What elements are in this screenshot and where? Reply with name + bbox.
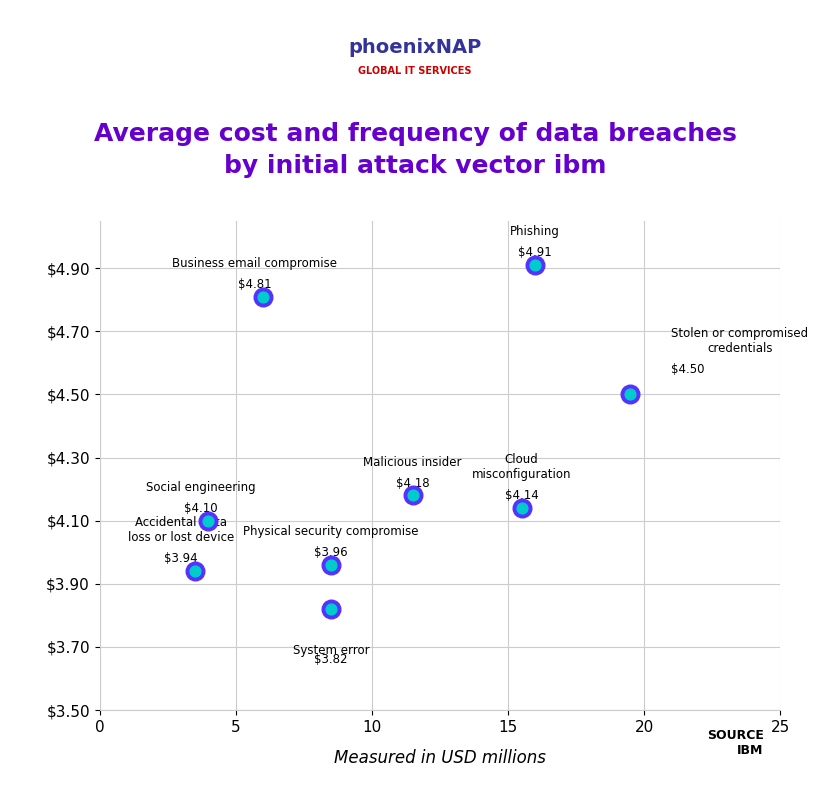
Text: Cloud
misconfiguration: Cloud misconfiguration <box>471 454 571 481</box>
Text: Physical security compromise: Physical security compromise <box>243 525 419 538</box>
Point <box>188 565 202 578</box>
Text: $4.10: $4.10 <box>183 502 217 514</box>
Text: SOURCE
IBM: SOURCE IBM <box>706 730 764 757</box>
Text: $4.18: $4.18 <box>396 477 429 489</box>
Text: System error: System error <box>293 644 369 656</box>
Point <box>256 290 270 303</box>
Point <box>325 603 338 615</box>
Point <box>624 388 637 401</box>
Point <box>202 514 215 527</box>
Point <box>529 259 542 271</box>
Text: $3.82: $3.82 <box>315 653 348 666</box>
X-axis label: Measured in USD millions: Measured in USD millions <box>334 749 546 767</box>
Point <box>325 559 338 571</box>
Point <box>529 259 542 271</box>
Text: by initial attack vector ibm: by initial attack vector ibm <box>224 154 606 178</box>
Point <box>624 388 637 401</box>
Text: Social engineering: Social engineering <box>145 481 255 494</box>
Point <box>406 489 419 502</box>
Text: $3.94: $3.94 <box>164 552 198 565</box>
Point <box>515 502 528 514</box>
Point <box>325 559 338 571</box>
Point <box>188 565 202 578</box>
Text: phoenixNAP: phoenixNAP <box>349 38 481 57</box>
Text: $4.14: $4.14 <box>505 489 539 502</box>
Point <box>202 514 215 527</box>
Point <box>406 489 419 502</box>
Text: Business email compromise: Business email compromise <box>173 257 337 270</box>
Text: Accidental data
loss or lost device: Accidental data loss or lost device <box>128 517 234 544</box>
Text: $4.81: $4.81 <box>238 278 271 290</box>
Point <box>256 290 270 303</box>
Text: Phishing: Phishing <box>510 226 560 238</box>
Text: $3.96: $3.96 <box>315 546 348 559</box>
Point <box>325 603 338 615</box>
Text: $4.50: $4.50 <box>671 363 705 376</box>
Point <box>515 502 528 514</box>
Text: Average cost and frequency of data breaches: Average cost and frequency of data breac… <box>94 122 736 146</box>
Text: Stolen or compromised
credentials: Stolen or compromised credentials <box>671 327 808 355</box>
Text: GLOBAL IT SERVICES: GLOBAL IT SERVICES <box>359 66 471 76</box>
Text: Malicious insider: Malicious insider <box>364 456 462 469</box>
Text: $4.91: $4.91 <box>518 246 552 259</box>
